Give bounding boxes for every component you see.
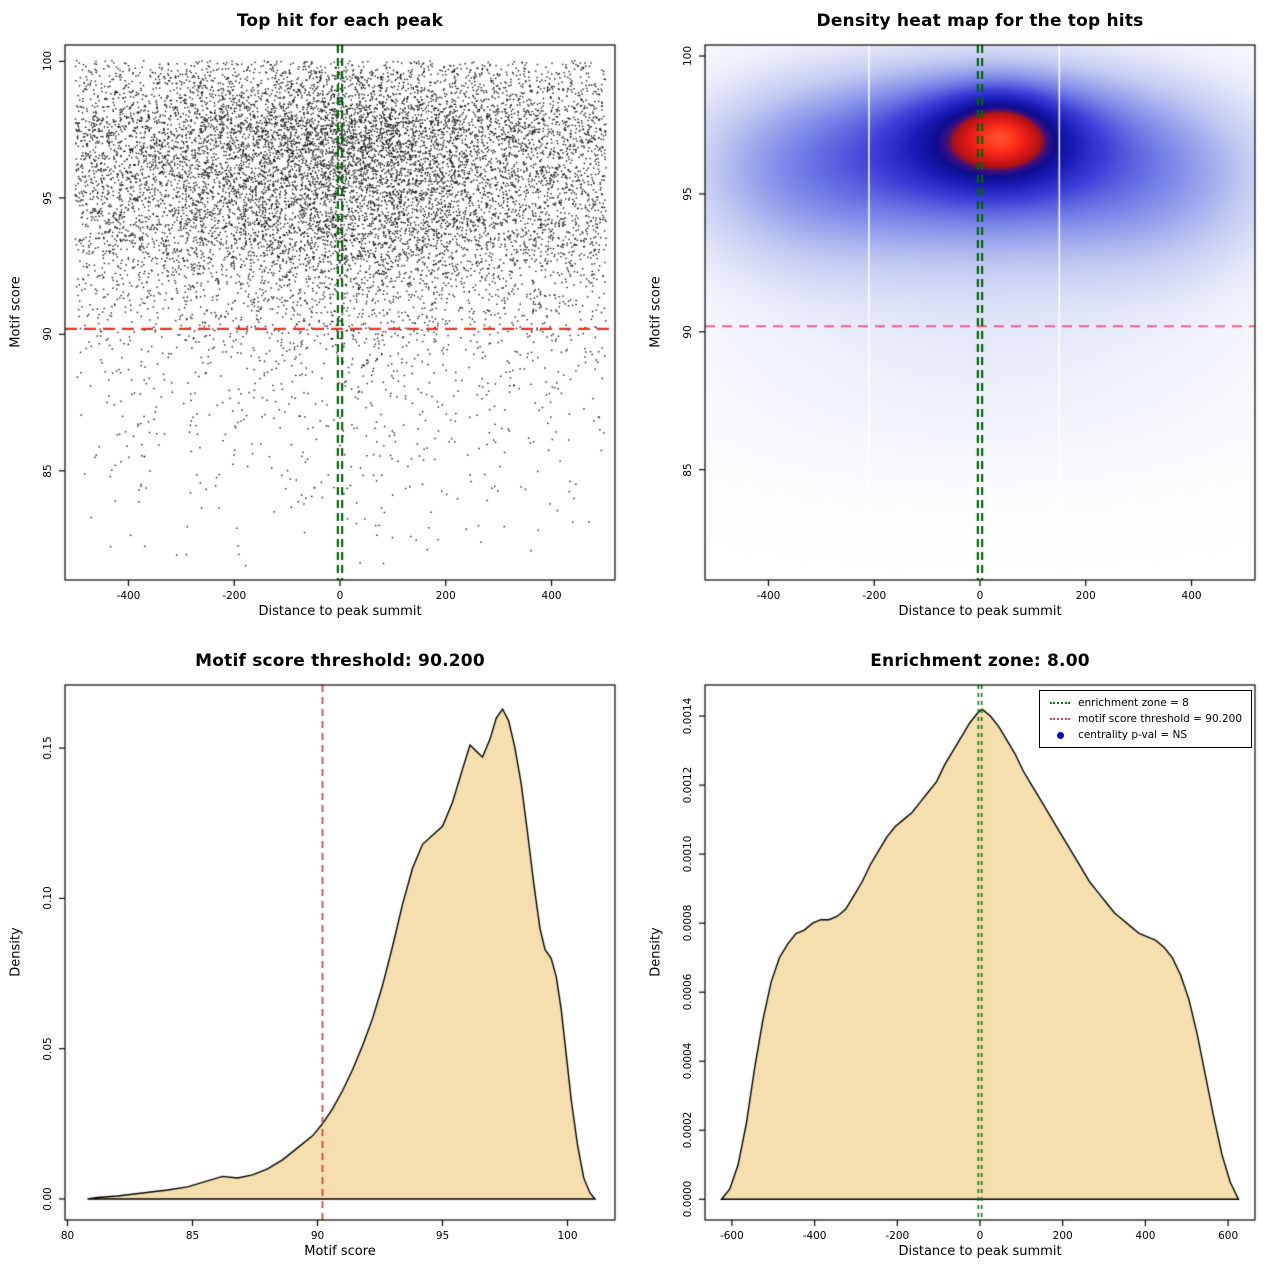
x-tick-label: 90 xyxy=(310,1230,325,1242)
chart-title: Motif score threshold: 90.200 xyxy=(195,651,485,671)
x-axis-label: Distance to peak summit xyxy=(258,604,422,619)
x-axis-label: Distance to peak summit xyxy=(898,1244,1062,1259)
x-tick-label: 85 xyxy=(185,1230,200,1242)
x-tick-label: 200 xyxy=(1052,1230,1073,1242)
y-tick-label: 100 xyxy=(42,51,54,72)
x-tick-label: 0 xyxy=(976,590,984,602)
y-tick-label: 90 xyxy=(682,325,694,339)
y-tick-label: 0.05 xyxy=(42,1036,54,1061)
y-axis-label: Density xyxy=(8,927,24,977)
dotted-line-icon xyxy=(1050,718,1071,720)
x-tick-label: 0 xyxy=(336,590,344,602)
dotted-line-icon xyxy=(1049,718,1071,720)
y-tick-label: 0.10 xyxy=(42,886,54,911)
y-tick-label: 0.0004 xyxy=(682,1042,694,1080)
y-tick-label: 0.0012 xyxy=(682,766,694,804)
x-tick-label: -400 xyxy=(756,590,781,602)
dotted-line-icon xyxy=(1049,702,1071,704)
x-tick-label: 200 xyxy=(1075,590,1096,602)
y-tick-label: 0.0014 xyxy=(682,697,694,735)
x-tick-label: 400 xyxy=(541,590,562,602)
y-tick-label: 0.0010 xyxy=(682,835,694,873)
x-tick-label: 600 xyxy=(1218,1230,1239,1242)
legend: enrichment zone = 8 motif score threshold… xyxy=(1039,690,1252,748)
y-axis-label: Motif score xyxy=(8,276,24,348)
x-tick-label: -600 xyxy=(719,1230,744,1242)
chart-title: Top hit for each peak xyxy=(236,11,444,31)
x-tick-label: 400 xyxy=(1135,1230,1156,1242)
legend-label: enrichment zone = 8 xyxy=(1078,697,1189,709)
x-axis-label: Distance to peak summit xyxy=(898,604,1062,619)
y-tick-label: 85 xyxy=(42,464,54,478)
legend-label: motif score threshold = 90.200 xyxy=(1078,713,1242,725)
dot-icon xyxy=(1049,731,1071,739)
y-axis-label: Density xyxy=(648,927,664,977)
x-tick-label: -200 xyxy=(885,1230,910,1242)
panel-density-heatmap: Density heat map for the top hits Distan… xyxy=(640,0,1280,640)
dot-icon xyxy=(1056,731,1064,739)
legend-item: centrality p-val = NS xyxy=(1049,729,1242,741)
legend-label: centrality p-val = NS xyxy=(1078,729,1188,741)
score-density-canvas xyxy=(0,640,640,1280)
y-tick-label: 95 xyxy=(42,191,54,205)
x-tick-label: -200 xyxy=(862,590,887,602)
panel-motif-score-density: Motif score threshold: 90.200 Motif scor… xyxy=(0,640,640,1280)
x-tick-label: 0 xyxy=(976,1230,984,1242)
y-tick-label: 0.0006 xyxy=(682,973,694,1011)
x-tick-label: 80 xyxy=(60,1230,75,1242)
x-tick-label: -200 xyxy=(222,590,247,602)
y-tick-label: 0.0008 xyxy=(682,904,694,942)
x-axis-label: Motif score xyxy=(304,1244,376,1259)
y-tick-label: 90 xyxy=(42,327,54,342)
panel-top-hit-scatter: Top hit for each peak Distance to peak s… xyxy=(0,0,640,640)
x-tick-label: 95 xyxy=(435,1230,450,1242)
dotted-line-icon xyxy=(1050,702,1071,704)
chart-title: Density heat map for the top hits xyxy=(816,11,1144,31)
legend-item: enrichment zone = 8 xyxy=(1049,697,1242,709)
panel-enrichment-zone-density: Enrichment zone: 8.00 Distance to peak s… xyxy=(640,640,1280,1280)
y-tick-label: 0.15 xyxy=(42,736,54,760)
heatmap-canvas xyxy=(640,0,1280,640)
x-tick-label: -400 xyxy=(802,1230,827,1242)
y-tick-label: 0.00 xyxy=(42,1187,54,1211)
chart-title: Enrichment zone: 8.00 xyxy=(870,651,1090,671)
y-tick-label: 85 xyxy=(682,463,694,477)
y-tick-label: 100 xyxy=(682,45,694,67)
x-tick-label: -400 xyxy=(116,590,141,602)
legend-item: motif score threshold = 90.200 xyxy=(1049,713,1242,725)
x-tick-label: 100 xyxy=(557,1230,578,1242)
x-tick-label: 200 xyxy=(435,590,456,602)
y-tick-label: 0.0000 xyxy=(682,1180,694,1218)
y-axis-label: Motif score xyxy=(648,276,664,348)
scatter-canvas xyxy=(0,0,640,640)
y-tick-label: 95 xyxy=(682,187,694,201)
x-tick-label: 400 xyxy=(1181,590,1202,602)
y-tick-label: 0.0002 xyxy=(682,1111,694,1149)
